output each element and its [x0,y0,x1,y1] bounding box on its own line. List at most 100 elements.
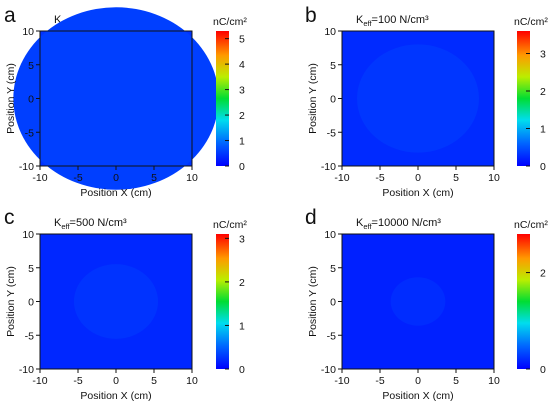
x-tick-label: -5 [375,375,384,387]
x-tick-label: -10 [32,375,47,387]
colorbar [517,234,530,369]
panel-d: d Keff=10000 N/cm³ -10 -5 0 5 10 -10 -5 0 5 10 Posit… [305,206,548,402]
colorbar-tick-label: 0 [540,364,546,376]
title-subscript: eff [363,19,372,28]
panel-letter: a [4,4,16,27]
colorbar-tick-label: 1 [540,124,546,136]
y-tick-label: 0 [330,94,336,106]
y-axis-label: Position Y (cm) [307,63,319,134]
colorbar-tick-label: 3 [540,49,546,61]
y-axis-label: Position Y (cm) [5,63,17,134]
y-tick-label: -10 [19,364,34,376]
heatmap-field [342,31,494,166]
y-tick-label: 5 [330,60,336,72]
colorbar-tick-label: 2 [540,268,546,280]
x-tick-label: 5 [151,375,157,387]
title-prefix: K [356,217,364,229]
heatmap-contour-band [390,277,446,326]
heatmap-contour-band [13,7,219,190]
y-tick-label: -5 [327,127,336,139]
y-tick-label: 5 [28,263,34,275]
x-axis-label: Position X (cm) [382,390,453,402]
y-tick-label: 10 [22,26,34,38]
x-tick-label: 0 [113,172,119,184]
panel-b: b Keff=100 N/cm³-10 -5 0 5 10-10-50510Positio… [305,4,548,199]
y-axis-label: Position Y (cm) [5,266,17,337]
title-subscript: eff [61,222,70,231]
panel-c: c Keff=500 N/cm³-10 -5 0 5 10-10-50510Positio… [4,206,247,402]
colorbar-unit: nC/cm² [514,219,548,231]
y-tick-label: 5 [330,263,336,275]
colorbar-tick-label: 1 [239,136,245,148]
x-tick-label: 0 [415,172,421,184]
heatmap-contour-band [357,44,479,153]
colorbar-tick-label: 0 [239,161,245,173]
x-tick-label: 0 [415,375,421,387]
x-tick-label: 5 [453,172,459,184]
colorbar-unit: nC/cm² [213,16,247,28]
y-tick-label: 5 [28,60,34,72]
colorbar-tick-label: 2 [239,110,245,122]
x-axis-label: Position X (cm) [382,187,453,199]
heatmap-field [40,234,192,369]
y-tick-label: 10 [22,229,34,241]
x-tick-label: -10 [334,375,349,387]
title-prefix: K [54,14,62,26]
panel-letter: d [305,206,317,229]
colorbar-tick-label: 3 [239,85,245,97]
x-axis-label: Position X (cm) [80,390,151,402]
y-tick-label: 10 [324,26,336,38]
y-tick-label: -5 [25,330,34,342]
colorbar-tick-label: 2 [239,277,245,289]
x-tick-label: -10 [32,172,47,184]
y-tick-label: 0 [330,297,336,309]
title-suffix: =10000 N/cm³ [372,217,442,229]
y-tick-label: -5 [327,330,336,342]
colorbar-tick-label: 0 [540,161,546,173]
y-tick-label: 0 [28,94,34,106]
y-axis-label: Position Y (cm) [307,266,319,337]
x-tick-label: -10 [334,172,349,184]
colorbar [216,234,229,369]
colorbar-unit: nC/cm² [213,219,247,231]
x-tick-label: -5 [375,172,384,184]
y-tick-label: -10 [19,161,34,173]
x-tick-label: -5 [73,375,82,387]
x-tick-label: 10 [488,375,500,387]
title-prefix: K [54,217,62,229]
panel-letter: b [305,4,317,27]
title-suffix: =500 N/cm³ [70,217,127,229]
colorbar [216,31,229,166]
colorbar-tick-label: 1 [239,320,245,332]
x-axis-label: Position X (cm) [80,187,151,199]
colorbar-tick-label: 0 [239,364,245,376]
panel-title: Keff=500 N/cm³ [54,217,127,231]
panel-title: Keff=100 N/cm³ [356,14,429,28]
x-tick-label: 10 [186,172,198,184]
colorbar-tick-label: 4 [239,59,245,71]
x-tick-label: 5 [453,375,459,387]
colorbar-tick-label: 3 [239,233,245,245]
y-tick-label: 10 [324,229,336,241]
colorbar-tick-label: 2 [540,86,546,98]
x-tick-label: 0 [113,375,119,387]
panel-title: Keff=10000 N/cm³ [356,217,441,231]
x-tick-label: 10 [186,375,198,387]
y-tick-label: -10 [321,161,336,173]
x-tick-label: 5 [151,172,157,184]
x-tick-label: -5 [73,172,82,184]
title-subscript: eff [363,222,372,231]
panel-letter: c [4,206,15,229]
colorbar-unit: nC/cm² [514,16,548,28]
title-prefix: K [356,14,364,26]
y-tick-label: -10 [321,364,336,376]
colorbar-tick-label: 5 [239,34,245,46]
y-tick-label: 0 [28,297,34,309]
title-suffix: =100 N/cm³ [372,14,429,26]
x-tick-label: 10 [488,172,500,184]
heatmap-field [13,7,219,190]
colorbar [517,31,530,166]
y-tick-label: -5 [25,127,34,139]
